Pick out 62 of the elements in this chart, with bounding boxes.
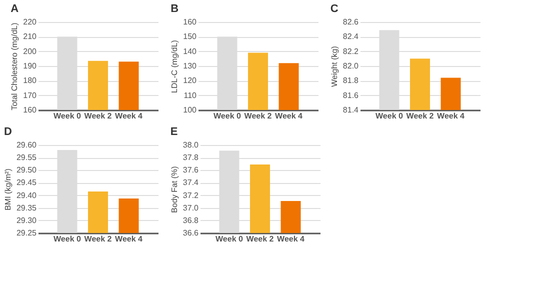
x-tick-label: Week 4 (115, 234, 144, 244)
y-tick-label: 29.50 (16, 166, 38, 175)
y-tick-label: 29.45 (16, 178, 38, 188)
y-tick-label: 110 (184, 90, 198, 100)
x-tick-label: Week 4 (115, 112, 144, 120)
y-tick-label: 160 (23, 106, 38, 114)
y-tick-label: 36.8 (182, 216, 200, 225)
y-tick-label: 120 (183, 76, 198, 86)
y-axis-title: Weight (kg) (330, 46, 339, 87)
y-tick-label: 82.0 (342, 62, 360, 70)
x-tick-label: Week 2 (84, 112, 112, 120)
y-tick-label: 82.6 (342, 18, 360, 26)
y-tick-label: 170 (23, 90, 38, 100)
y-tick-label: 29.40 (16, 190, 38, 200)
y-tick-label: 200 (23, 46, 38, 56)
y-tick-label: 29.60 (16, 140, 38, 150)
y-tick-label: 140 (183, 46, 198, 56)
chart-title: E (170, 126, 178, 138)
y-tick-label: 81.6 (342, 90, 360, 100)
y-axis-title: BMI (kg/m²) (3, 168, 12, 210)
chart-title: B (170, 3, 179, 15)
x-tick-label: Week 4 (437, 112, 466, 120)
x-tick-label: Week 0 (376, 112, 404, 120)
y-tick-label: 82.2 (342, 46, 360, 56)
chart-title: D (4, 126, 12, 138)
y-tick-label: 29.25 (16, 228, 38, 238)
chart-title: A (10, 3, 19, 15)
x-tick-label: Week 0 (54, 234, 82, 244)
y-tick-label: 220 (23, 18, 38, 26)
y-tick-label: 29.55 (16, 153, 38, 162)
y-tick-label: 37.8 (182, 153, 200, 162)
y-tick-label: 37.2 (182, 190, 200, 200)
y-tick-label: 190 (23, 62, 38, 70)
chart-title: C (330, 3, 338, 15)
y-tick-label: 130 (183, 62, 198, 70)
y-tick-label: 38.0 (182, 140, 200, 150)
x-tick-label: Week 4 (275, 112, 304, 120)
y-tick-label: 29.30 (16, 216, 38, 225)
x-tick-label: Week 0 (216, 234, 244, 244)
y-tick-label: 150 (183, 32, 198, 42)
y-tick-label: 37.4 (182, 178, 200, 188)
y-tick-label: 37.0 (182, 203, 200, 212)
x-tick-label: Week 2 (246, 234, 274, 244)
y-tick-label: 160 (183, 18, 198, 26)
y-axis-title: LDL-C (mg/dL) (170, 40, 180, 93)
x-tick-label: Week 4 (277, 234, 306, 244)
y-tick-label: 37.6 (182, 166, 200, 175)
x-tick-label: Week 2 (84, 234, 112, 244)
y-tick-label: 29.35 (16, 203, 38, 212)
x-tick-label: Week 0 (54, 112, 82, 120)
y-axis-title: Body Fat (%) (170, 166, 179, 213)
x-tick-label: Week 0 (214, 112, 242, 120)
y-tick-label: 180 (23, 76, 38, 86)
y-tick-label: 81.4 (342, 106, 360, 114)
x-tick-label: Week 2 (406, 112, 434, 120)
y-tick-label: 81.8 (342, 76, 360, 86)
y-tick-label: 36.6 (182, 228, 200, 238)
y-tick-label: 82.4 (342, 32, 360, 42)
y-tick-label: 100 (183, 106, 198, 114)
x-tick-label: Week 2 (244, 112, 272, 120)
y-tick-label: 210 (23, 32, 38, 42)
y-axis-title: Total Cholestero (mg/dL) (10, 22, 20, 110)
